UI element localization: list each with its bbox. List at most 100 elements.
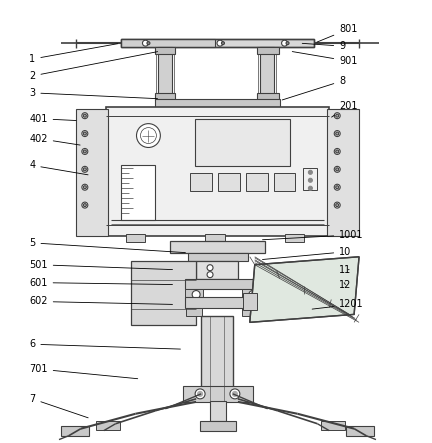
Bar	[201, 316, 233, 401]
Circle shape	[83, 168, 86, 171]
Circle shape	[83, 150, 86, 153]
Bar	[126, 234, 146, 242]
Circle shape	[83, 132, 86, 135]
Bar	[156, 47, 175, 54]
Bar	[76, 109, 108, 236]
Text: 1: 1	[29, 44, 118, 64]
Circle shape	[82, 184, 88, 190]
Circle shape	[308, 170, 312, 174]
Circle shape	[334, 167, 340, 172]
Circle shape	[232, 392, 237, 396]
Text: 501: 501	[29, 260, 172, 270]
Text: 801: 801	[317, 24, 358, 42]
Circle shape	[137, 124, 160, 148]
Circle shape	[192, 291, 200, 299]
Text: 5: 5	[29, 238, 185, 253]
Bar	[205, 234, 225, 242]
Text: 401: 401	[29, 114, 76, 124]
Circle shape	[195, 389, 205, 399]
Text: 1201: 1201	[312, 299, 364, 310]
Bar	[321, 421, 345, 430]
Bar	[260, 47, 273, 102]
Circle shape	[83, 204, 86, 206]
Bar	[170, 241, 265, 253]
Circle shape	[334, 202, 340, 208]
Circle shape	[336, 150, 339, 153]
Text: 901: 901	[292, 51, 358, 66]
Circle shape	[83, 186, 86, 189]
Bar	[183, 386, 253, 402]
Bar	[196, 261, 238, 279]
Bar	[61, 426, 89, 435]
Text: 2: 2	[29, 52, 158, 81]
Circle shape	[282, 40, 288, 46]
Bar	[156, 93, 175, 100]
Bar	[156, 47, 174, 102]
Circle shape	[336, 132, 339, 135]
Bar	[258, 47, 276, 102]
Bar	[121, 39, 314, 47]
Circle shape	[222, 42, 225, 45]
Circle shape	[336, 186, 339, 189]
Bar	[303, 168, 318, 190]
Bar	[121, 165, 156, 220]
Text: 1001: 1001	[263, 230, 364, 240]
Circle shape	[207, 265, 213, 271]
Circle shape	[82, 131, 88, 136]
Bar	[346, 426, 374, 435]
Text: 6: 6	[29, 339, 181, 349]
Circle shape	[197, 392, 203, 396]
Bar	[327, 109, 359, 236]
Text: 8: 8	[282, 76, 345, 100]
Bar	[218, 173, 240, 191]
Bar	[185, 288, 203, 296]
Bar	[121, 39, 215, 47]
Bar	[210, 401, 226, 421]
Bar	[130, 261, 196, 325]
Bar	[156, 99, 280, 107]
Circle shape	[249, 291, 257, 299]
Bar	[243, 292, 257, 311]
Text: 3: 3	[29, 88, 158, 99]
Text: 601: 601	[29, 278, 172, 288]
Text: 701: 701	[29, 364, 138, 379]
Circle shape	[308, 186, 312, 190]
Text: 11: 11	[339, 264, 352, 275]
Bar	[242, 308, 258, 316]
Circle shape	[334, 113, 340, 119]
Text: 10: 10	[263, 247, 352, 260]
Bar	[185, 279, 255, 288]
Bar	[200, 421, 236, 431]
Bar	[96, 421, 120, 430]
Circle shape	[334, 184, 340, 190]
Bar	[106, 107, 329, 236]
Text: 602: 602	[29, 296, 172, 307]
Circle shape	[334, 131, 340, 136]
Bar	[273, 173, 295, 191]
Text: 9: 9	[302, 41, 345, 51]
Bar	[190, 173, 212, 191]
Text: 201: 201	[332, 101, 358, 117]
Circle shape	[82, 167, 88, 172]
Bar	[257, 47, 279, 54]
Bar	[188, 253, 248, 261]
Bar	[257, 93, 279, 100]
Polygon shape	[250, 257, 359, 323]
Circle shape	[140, 128, 156, 144]
Text: 4: 4	[29, 160, 88, 175]
Circle shape	[143, 40, 149, 46]
Bar	[246, 173, 268, 191]
Circle shape	[147, 42, 150, 45]
Circle shape	[286, 42, 289, 45]
Bar	[159, 47, 172, 102]
Bar	[185, 296, 253, 308]
Circle shape	[217, 40, 223, 46]
Circle shape	[230, 389, 240, 399]
Bar	[242, 288, 260, 296]
Bar	[186, 308, 202, 316]
Circle shape	[334, 148, 340, 155]
Circle shape	[83, 114, 86, 117]
Circle shape	[207, 272, 213, 278]
Circle shape	[336, 114, 339, 117]
Text: 12: 12	[339, 280, 352, 290]
